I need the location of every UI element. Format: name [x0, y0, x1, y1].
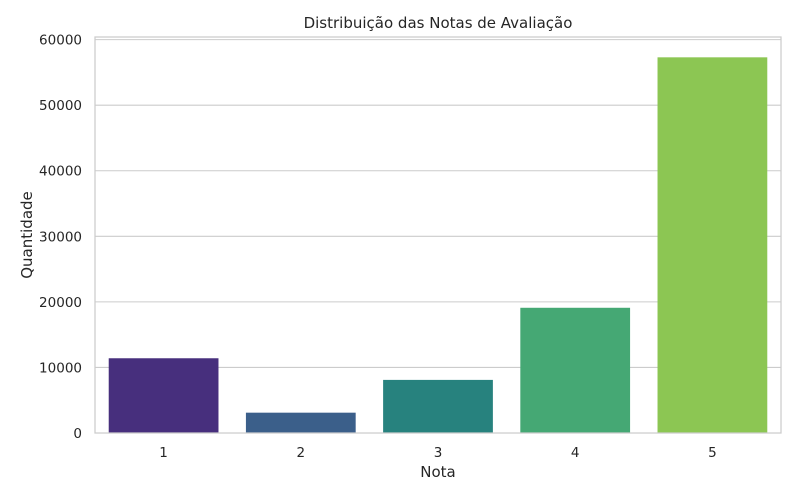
- y-tick-label: 60000: [39, 33, 82, 49]
- y-tick-label: 20000: [39, 295, 82, 311]
- x-tick-label: 2: [297, 445, 306, 461]
- plot-frame: [94, 36, 782, 434]
- bar-4: [520, 307, 631, 433]
- bar-2: [245, 412, 356, 433]
- y-tick-label: 50000: [39, 98, 82, 114]
- x-tick-label: 1: [159, 445, 168, 461]
- chart-title: Distribuição das Notas de Avaliação: [304, 14, 573, 32]
- y-tick-label: 30000: [39, 229, 82, 245]
- bars: [108, 57, 768, 434]
- bar-1: [108, 358, 219, 433]
- x-tick-label: 3: [434, 445, 443, 461]
- y-tick-label: 40000: [39, 164, 82, 180]
- x-tick-labels: 1 2 3 4 5: [159, 445, 716, 461]
- y-tick-label: 10000: [39, 360, 82, 376]
- y-tick-labels: 0 10000 20000 30000 40000 50000 60000: [39, 33, 82, 442]
- y-axis-label: Quantidade: [18, 191, 36, 279]
- x-axis-label: Nota: [420, 463, 455, 481]
- x-tick-label: 4: [571, 445, 580, 461]
- bar-3: [383, 379, 493, 433]
- y-tick-label: 0: [73, 426, 82, 442]
- x-tick-label: 5: [708, 445, 717, 461]
- bar-5: [657, 57, 768, 434]
